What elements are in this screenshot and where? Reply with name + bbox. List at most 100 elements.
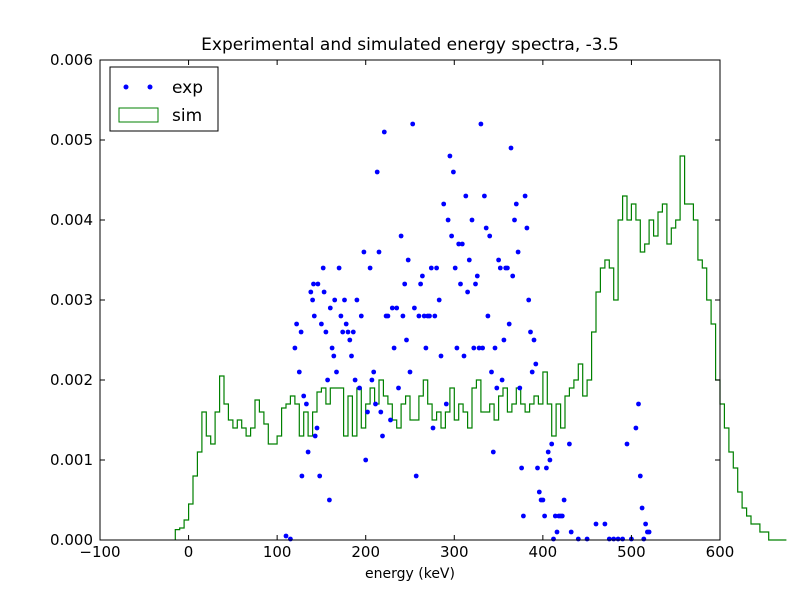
- exp-point-31: [340, 329, 346, 335]
- exp-point-106: [483, 225, 489, 231]
- exp-point-100: [473, 281, 478, 287]
- exp-point-87: [449, 233, 454, 239]
- exp-point-57: [389, 305, 395, 311]
- exp-point-63: [402, 281, 408, 287]
- exp-point-86: [447, 153, 453, 159]
- exp-point-93: [459, 241, 465, 247]
- exp-point-56: [388, 417, 393, 423]
- exp-point-143: [549, 441, 555, 447]
- exp-point-79: [432, 313, 438, 319]
- exp-point-45: [367, 265, 373, 271]
- y-tick-label: 0.004: [50, 211, 93, 229]
- x-tick-label: 500: [617, 543, 646, 561]
- exp-point-150: [561, 497, 567, 503]
- exp-point-141: [545, 449, 551, 455]
- exp-point-155: [593, 521, 599, 527]
- exp-point-82: [438, 353, 444, 359]
- exp-point-78: [430, 425, 436, 431]
- exp-point-42: [361, 249, 367, 255]
- exp-point-44: [365, 409, 370, 415]
- exp-point-135: [535, 465, 540, 471]
- exp-point-84: [443, 401, 449, 407]
- exp-point-1: [288, 536, 293, 542]
- exp-point-138: [540, 497, 546, 503]
- exp-point-107: [485, 313, 491, 319]
- exp-point-76: [427, 313, 432, 319]
- exp-point-160: [620, 536, 625, 542]
- exp-point-158: [611, 536, 617, 542]
- exp-point-52: [380, 433, 385, 439]
- exp-point-166: [639, 505, 645, 511]
- exp-point-99: [471, 345, 477, 351]
- exp-point-77: [428, 265, 434, 271]
- exp-point-3: [294, 321, 299, 327]
- exp-point-109: [489, 369, 494, 375]
- y-tick-label: 0.001: [50, 451, 93, 469]
- x-tick-label: 0: [184, 543, 194, 561]
- exp-point-103: [478, 121, 484, 127]
- exp-point-69: [413, 473, 419, 479]
- exp-point-48: [373, 401, 378, 407]
- legend-exp-marker-2: [147, 84, 153, 90]
- exp-point-136: [536, 489, 542, 495]
- exp-point-110: [490, 449, 496, 455]
- x-tick-label: 400: [529, 543, 558, 561]
- exp-point-152: [568, 529, 574, 535]
- exp-point-70: [416, 313, 422, 319]
- exp-point-130: [526, 297, 532, 303]
- exp-point-15: [314, 425, 320, 431]
- plot-area: [174, 121, 787, 542]
- exp-point-111: [492, 345, 498, 351]
- exp-point-167: [641, 536, 647, 542]
- exp-point-131: [528, 329, 533, 335]
- exp-point-97: [466, 257, 472, 263]
- legend-sim-label: sim: [172, 106, 202, 126]
- exp-point-19: [320, 265, 326, 271]
- exp-point-108: [487, 233, 493, 239]
- exp-point-22: [325, 377, 330, 383]
- exp-point-66: [407, 369, 413, 375]
- exp-point-28: [334, 369, 339, 375]
- exp-point-50: [376, 249, 382, 255]
- exp-point-23: [327, 497, 332, 503]
- exp-point-156: [602, 521, 608, 527]
- exp-point-9: [305, 449, 311, 455]
- exp-point-58: [391, 345, 397, 351]
- exp-point-104: [480, 345, 485, 351]
- exp-point-10: [308, 289, 314, 295]
- exp-point-59: [394, 305, 400, 311]
- exp-point-133: [531, 337, 537, 343]
- exp-point-2: [292, 345, 298, 351]
- exp-point-113: [496, 257, 501, 263]
- exp-point-151: [567, 441, 572, 447]
- exp-point-91: [456, 241, 462, 247]
- exp-point-35: [347, 337, 353, 343]
- axis-ticks: −100 0 100 200 300 400 500 600 0.000 0.001 0.002 0.…: [50, 51, 734, 561]
- x-tick-label: 100: [263, 543, 292, 561]
- exp-point-122: [512, 217, 517, 223]
- exp-point-8: [304, 401, 309, 407]
- exp-point-96: [465, 289, 470, 295]
- exp-point-62: [400, 313, 406, 319]
- exp-point-5: [298, 329, 304, 335]
- exp-point-163: [633, 425, 639, 431]
- exp-point-27: [332, 297, 338, 303]
- exp-point-46: [369, 377, 375, 383]
- exp-point-170: [646, 529, 652, 535]
- exp-point-85: [445, 217, 451, 223]
- x-axis-label: energy (keV): [365, 566, 455, 582]
- exp-point-7: [301, 393, 307, 399]
- exp-point-125: [517, 385, 523, 391]
- exp-point-36: [349, 353, 354, 359]
- legend-sim-marker: [118, 107, 159, 123]
- exp-point-18: [319, 321, 324, 327]
- exp-point-74: [423, 345, 429, 351]
- exp-point-127: [521, 513, 526, 519]
- exp-point-144: [551, 536, 556, 542]
- y-tick-label: 0.002: [50, 371, 93, 389]
- exp-point-33: [343, 321, 349, 327]
- exp-point-153: [575, 536, 581, 542]
- exp-point-65: [405, 257, 411, 263]
- exp-point-81: [436, 297, 442, 303]
